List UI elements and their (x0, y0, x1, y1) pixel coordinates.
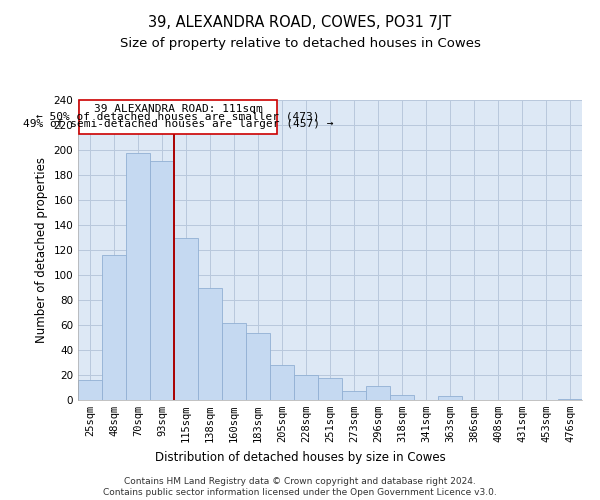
Bar (342, 391, 366, 400)
Bar (246, 332, 270, 400)
Bar (102, 255, 126, 400)
Bar (126, 152, 150, 400)
Bar (150, 161, 174, 400)
Text: 49% of semi-detached houses are larger (457) →: 49% of semi-detached houses are larger (… (23, 118, 334, 128)
Bar (78, 380, 102, 400)
Bar (174, 238, 198, 400)
Text: 39, ALEXANDRA ROAD, COWES, PO31 7JT: 39, ALEXANDRA ROAD, COWES, PO31 7JT (148, 15, 452, 30)
Text: Contains HM Land Registry data © Crown copyright and database right 2024.: Contains HM Land Registry data © Crown c… (124, 476, 476, 486)
Text: Contains public sector information licensed under the Open Government Licence v3: Contains public sector information licen… (103, 488, 497, 497)
Bar (198, 288, 222, 400)
Y-axis label: Number of detached properties: Number of detached properties (35, 157, 48, 343)
Bar (294, 375, 318, 400)
FancyBboxPatch shape (79, 100, 277, 134)
Text: ← 50% of detached houses are smaller (473): ← 50% of detached houses are smaller (47… (37, 112, 320, 121)
Bar (438, 396, 462, 400)
Text: Size of property relative to detached houses in Cowes: Size of property relative to detached ho… (119, 38, 481, 51)
Bar (222, 322, 246, 400)
Text: Distribution of detached houses by size in Cowes: Distribution of detached houses by size … (155, 451, 445, 464)
Bar (558, 399, 582, 400)
Bar (390, 395, 414, 400)
Bar (318, 378, 342, 400)
Text: 39 ALEXANDRA ROAD: 111sqm: 39 ALEXANDRA ROAD: 111sqm (94, 104, 263, 114)
Bar (366, 386, 390, 400)
Bar (270, 365, 294, 400)
